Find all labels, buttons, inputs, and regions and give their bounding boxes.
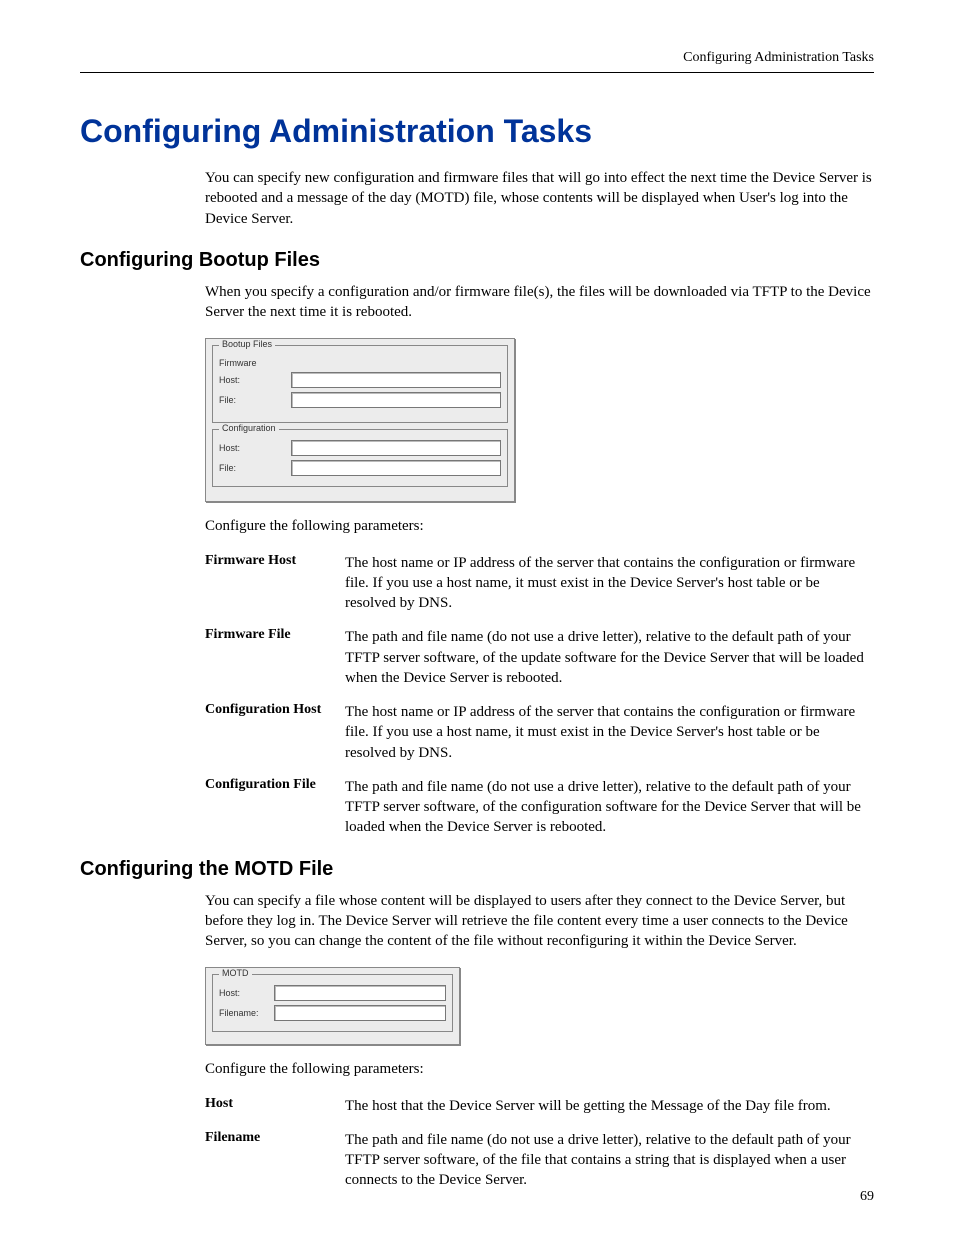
config-host-row: Host: <box>219 440 501 456</box>
firmware-file-row: File: <box>219 392 501 408</box>
param-desc: The host that the Device Server will be … <box>345 1096 874 1116</box>
motd-panel: MOTD Host: Filename: <box>205 967 460 1045</box>
firmware-file-input[interactable] <box>291 392 501 408</box>
table-row: Configuration File The path and file nam… <box>205 777 874 838</box>
intro-paragraph: You can specify new configuration and fi… <box>205 168 874 229</box>
configuration-legend: Configuration <box>219 423 279 433</box>
config-file-label: File: <box>219 463 291 473</box>
param-desc: The path and file name (do not use a dri… <box>345 1130 874 1191</box>
section2-configure-line: Configure the following parameters: <box>205 1059 874 1079</box>
section2-intro: You can specify a file whose content wil… <box>205 891 874 952</box>
param-term: Configuration Host <box>205 702 345 763</box>
param-desc: The host name or IP address of the serve… <box>345 553 874 614</box>
param-term: Firmware Host <box>205 553 345 614</box>
bootup-files-legend: Bootup Files <box>219 339 275 349</box>
param-term: Host <box>205 1096 345 1116</box>
firmware-host-label: Host: <box>219 375 291 385</box>
motd-filename-row: Filename: <box>219 1005 446 1021</box>
section1-param-table: Firmware Host The host name or IP addres… <box>205 553 874 838</box>
configuration-fieldset: Configuration Host: File: <box>212 429 508 487</box>
table-row: Configuration Host The host name or IP a… <box>205 702 874 763</box>
page: Configuring Administration Tasks Configu… <box>0 0 954 1235</box>
bootup-files-panel: Bootup Files Firmware Host: File: Config… <box>205 338 515 502</box>
motd-fieldset: MOTD Host: Filename: <box>212 974 453 1032</box>
firmware-group: Firmware Host: File: <box>219 356 501 416</box>
page-title: Configuring Administration Tasks <box>80 113 874 150</box>
motd-host-input[interactable] <box>274 985 446 1001</box>
motd-host-row: Host: <box>219 985 446 1001</box>
motd-host-label: Host: <box>219 988 274 998</box>
table-row: Firmware File The path and file name (do… <box>205 627 874 688</box>
param-term: Configuration File <box>205 777 345 838</box>
config-file-row: File: <box>219 460 501 476</box>
motd-filename-input[interactable] <box>274 1005 446 1021</box>
firmware-legend: Firmware <box>219 358 501 368</box>
config-host-input[interactable] <box>291 440 501 456</box>
section-heading-motd: Configuring the MOTD File <box>80 858 874 881</box>
running-header: Configuring Administration Tasks <box>80 50 874 73</box>
param-desc: The path and file name (do not use a dri… <box>345 777 874 838</box>
param-term: Firmware File <box>205 627 345 688</box>
config-file-input[interactable] <box>291 460 501 476</box>
section-heading-bootup: Configuring Bootup Files <box>80 249 874 272</box>
table-row: Firmware Host The host name or IP addres… <box>205 553 874 614</box>
config-host-label: Host: <box>219 443 291 453</box>
param-term: Filename <box>205 1130 345 1191</box>
firmware-host-input[interactable] <box>291 372 501 388</box>
page-number: 69 <box>860 1189 874 1205</box>
section1-configure-line: Configure the following parameters: <box>205 516 874 536</box>
param-desc: The path and file name (do not use a dri… <box>345 627 874 688</box>
motd-filename-label: Filename: <box>219 1008 274 1018</box>
table-row: Host The host that the Device Server wil… <box>205 1096 874 1116</box>
bootup-files-fieldset: Bootup Files Firmware Host: File: <box>212 345 508 423</box>
motd-legend: MOTD <box>219 968 252 978</box>
param-desc: The host name or IP address of the serve… <box>345 702 874 763</box>
section1-intro: When you specify a configuration and/or … <box>205 282 874 323</box>
section2-param-table: Host The host that the Device Server wil… <box>205 1096 874 1191</box>
table-row: Filename The path and file name (do not … <box>205 1130 874 1191</box>
firmware-host-row: Host: <box>219 372 501 388</box>
firmware-file-label: File: <box>219 395 291 405</box>
